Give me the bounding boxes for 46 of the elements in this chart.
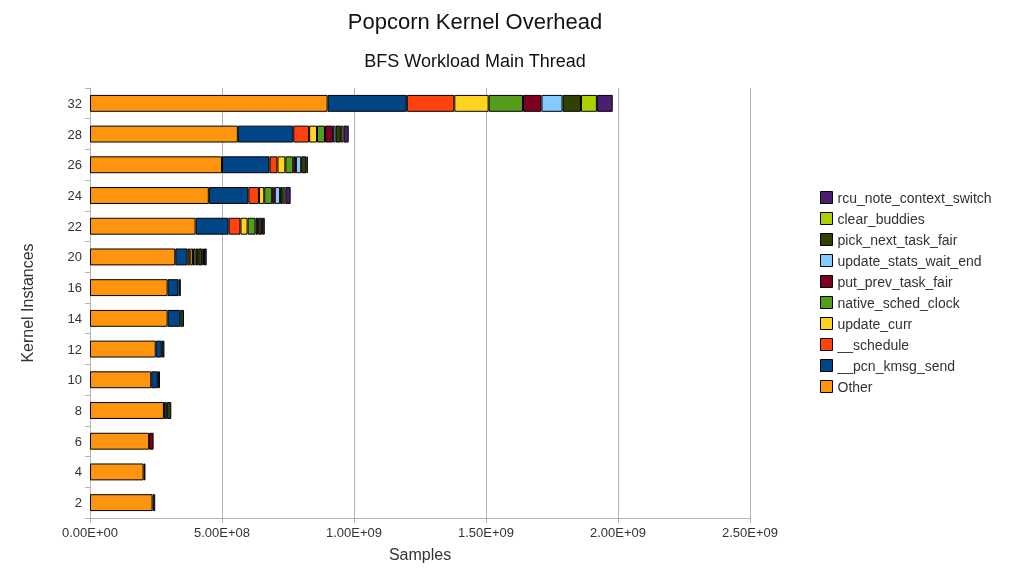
x-tick-label: 0.00E+00: [61, 525, 119, 540]
legend-label: rcu_note_context_switch: [837, 189, 992, 206]
legend-label: put_prev_task_fair: [837, 273, 954, 290]
bar: [343, 125, 349, 143]
y-tick-label: 8: [74, 403, 82, 418]
y-tick-label: 12: [67, 341, 82, 357]
y-tick-label: 20: [67, 249, 82, 265]
legend-label: __pcn_kmsg_send: [836, 357, 956, 374]
legend-label: clear_buddies: [837, 210, 925, 227]
y-tick-label: 6: [74, 433, 82, 449]
y-tick-label: 28: [67, 126, 82, 142]
bar: [335, 125, 341, 143]
x-tick-label: 2.00E+09: [589, 525, 647, 540]
x-tick-label: 5.00E+08: [193, 525, 251, 540]
y-tick-label: 24: [67, 188, 82, 203]
bar: [198, 248, 203, 266]
bar: [90, 402, 164, 419]
y-tick-label: 26: [67, 157, 82, 173]
y-axis-title: Kernel Instances: [18, 243, 36, 363]
x-tick-label: 1.50E+09: [457, 525, 515, 540]
y-tick-label: 2: [74, 495, 82, 511]
bar: [285, 187, 291, 204]
y-tick-label: 10: [67, 372, 82, 388]
bar: [258, 217, 263, 235]
legend-label: __schedule: [836, 336, 910, 353]
y-tick-label: 16: [67, 280, 82, 296]
bar: [90, 432, 150, 450]
bar: [274, 187, 281, 204]
y-tick-label: 32: [67, 95, 82, 111]
x-tick-label: 2.50E+09: [721, 525, 779, 540]
chart-title: Popcorn Kernel Overhead: [347, 8, 603, 34]
y-tick-label: 4: [74, 464, 82, 480]
legend-label: pick_next_task_fair: [837, 231, 958, 248]
bar: [166, 402, 172, 419]
bar: [90, 463, 144, 481]
chart-subtitle: BFS Workload Main Thread: [364, 51, 586, 71]
legend-label: update_stats_wait_end: [837, 252, 982, 269]
x-tick-label: 1.00E+09: [325, 525, 383, 540]
y-tick-label: 14: [67, 310, 82, 326]
legend-label: update_curr: [837, 315, 913, 332]
legend-label: native_sched_clock: [837, 294, 961, 311]
bar: [295, 156, 302, 174]
legend-label: Other: [837, 378, 873, 395]
x-axis-title: Samples: [388, 545, 452, 563]
bar: [90, 494, 153, 512]
y-tick-label: 22: [67, 218, 82, 234]
